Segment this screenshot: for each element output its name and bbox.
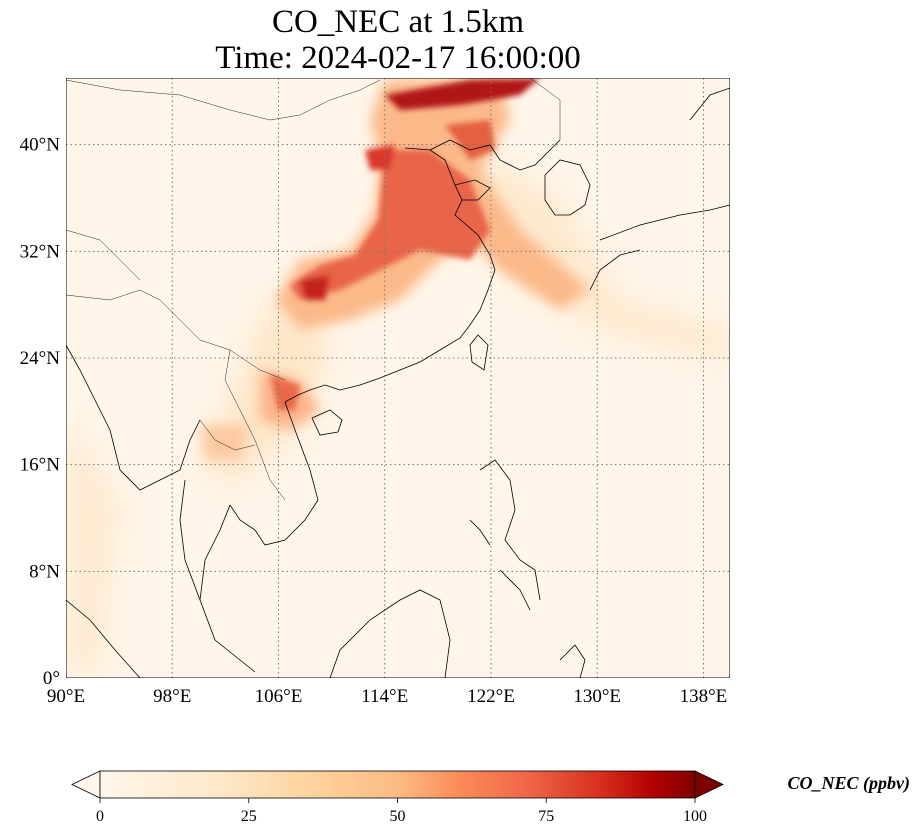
latitude-tick-labels: 0° 8°N 16°N 24°N 32°N 40°N [20, 135, 61, 689]
longitude-tick-labels: 90°E 98°E 106°E 114°E 122°E 130°E 138°E [47, 686, 727, 707]
concentration-map [66, 78, 730, 678]
lon-tick-label: 90°E [47, 686, 85, 707]
lat-tick-label: 24°N [20, 348, 61, 369]
plot-title-line-2: Time: 2024-02-17 16:00:00 [215, 40, 581, 76]
colorbar: 0 25 50 75 100 CO_NEC (ppbv) [71, 770, 911, 825]
lon-tick-label: 130°E [573, 686, 621, 707]
colorbar-gradient [100, 771, 695, 798]
colorbar-tick-label: 100 [683, 808, 707, 825]
colorbar-tick-label: 0 [96, 808, 104, 825]
lat-tick-label: 8°N [29, 561, 60, 582]
plume-field [66, 78, 730, 670]
colorbar-extend-min [71, 770, 101, 799]
colorbar-tick-label: 75 [538, 808, 554, 825]
lat-tick-label: 40°N [20, 135, 61, 156]
colorbar-title: CO_NEC (ppbv) [788, 773, 911, 794]
colorbar-tick-label: 50 [390, 808, 406, 825]
lon-tick-label: 138°E [680, 686, 728, 707]
lat-tick-label: 32°N [20, 241, 61, 262]
colorbar-tick-label: 25 [241, 808, 257, 825]
lon-tick-label: 98°E [153, 686, 191, 707]
lat-tick-label: 0° [43, 668, 60, 689]
lon-tick-label: 122°E [467, 686, 515, 707]
lon-tick-label: 114°E [361, 686, 408, 707]
colorbar-tick-labels: 0 25 50 75 100 [96, 798, 707, 825]
colorbar-extend-max [694, 770, 724, 799]
map-gridlines [66, 78, 730, 678]
coastlines [66, 87, 730, 678]
plot-title-line-1: CO_NEC at 1.5km [271, 4, 525, 40]
country-borders [66, 78, 561, 501]
lat-tick-label: 16°N [20, 455, 61, 476]
lon-tick-label: 106°E [255, 686, 303, 707]
